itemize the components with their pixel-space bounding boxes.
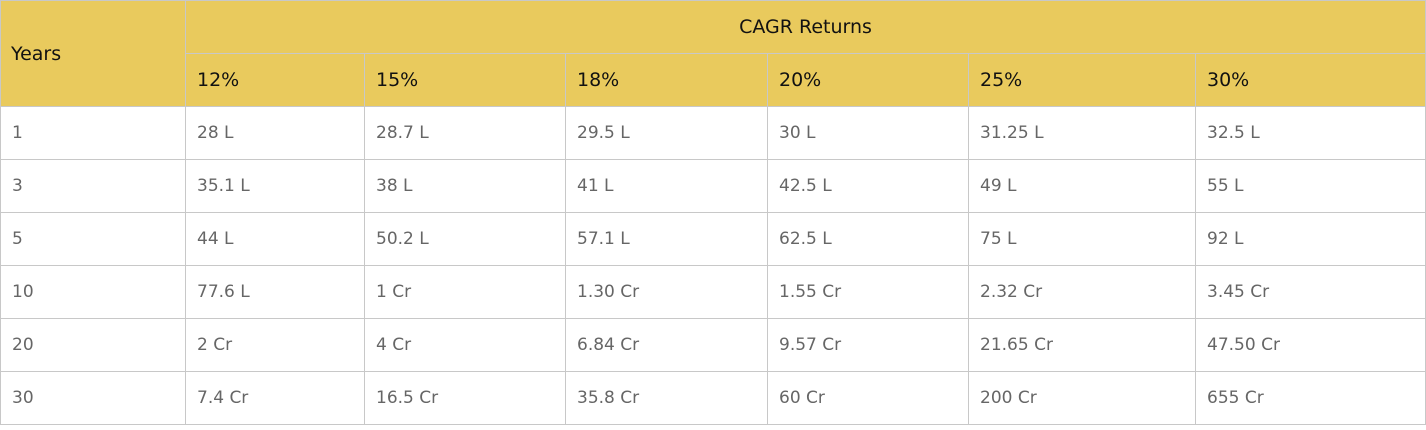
value-cell: 35.8 Cr	[565, 371, 768, 425]
year-cell: 10	[0, 265, 186, 319]
value-cell: 28.7 L	[364, 106, 566, 160]
year-cell: 1	[0, 106, 186, 160]
table-row: 5 44 L 50.2 L 57.1 L 62.5 L 75 L 92 L	[0, 212, 1426, 266]
rate-header: 20%	[767, 53, 969, 107]
rate-header: 30%	[1194, 53, 1426, 107]
value-cell: 55 L	[1194, 159, 1426, 213]
value-cell: 2.32 Cr	[968, 265, 1196, 319]
years-header: Years	[0, 0, 186, 107]
value-cell: 655 Cr	[1194, 371, 1426, 425]
value-cell: 77.6 L	[185, 265, 365, 319]
rate-header: 15%	[364, 53, 566, 107]
table-header: Years CAGR Returns 12% 15% 18% 20% 25% 3…	[0, 0, 1426, 107]
value-cell: 31.25 L	[968, 106, 1196, 160]
value-cell: 21.65 Cr	[968, 318, 1196, 372]
value-cell: 42.5 L	[767, 159, 969, 213]
table-row: 30 7.4 Cr 16.5 Cr 35.8 Cr 60 Cr 200 Cr 6…	[0, 371, 1426, 425]
value-cell: 16.5 Cr	[364, 371, 566, 425]
value-cell: 4 Cr	[364, 318, 566, 372]
table-body: 1 28 L 28.7 L 29.5 L 30 L 31.25 L 32.5 L…	[0, 106, 1426, 425]
value-cell: 47.50 Cr	[1194, 318, 1426, 372]
cagr-returns-header: CAGR Returns	[184, 0, 1426, 54]
value-cell: 32.5 L	[1194, 106, 1426, 160]
value-cell: 38 L	[364, 159, 566, 213]
value-cell: 50.2 L	[364, 212, 566, 266]
value-cell: 49 L	[968, 159, 1196, 213]
value-cell: 6.84 Cr	[565, 318, 768, 372]
value-cell: 60 Cr	[767, 371, 969, 425]
rate-header: 25%	[968, 53, 1196, 107]
year-cell: 30	[0, 371, 186, 425]
value-cell: 57.1 L	[565, 212, 768, 266]
value-cell: 92 L	[1194, 212, 1426, 266]
value-cell: 2 Cr	[185, 318, 365, 372]
table-row: 10 77.6 L 1 Cr 1.30 Cr 1.55 Cr 2.32 Cr 3…	[0, 265, 1426, 319]
value-cell: 35.1 L	[185, 159, 365, 213]
value-cell: 44 L	[185, 212, 365, 266]
year-cell: 20	[0, 318, 186, 372]
header-row-group: Years CAGR Returns	[0, 0, 1426, 107]
value-cell: 7.4 Cr	[185, 371, 365, 425]
rate-header: 12%	[185, 53, 365, 107]
value-cell: 1.30 Cr	[565, 265, 768, 319]
value-cell: 28 L	[185, 106, 365, 160]
value-cell: 30 L	[767, 106, 969, 160]
value-cell: 3.45 Cr	[1194, 265, 1426, 319]
year-cell: 3	[0, 159, 186, 213]
value-cell: 9.57 Cr	[767, 318, 969, 372]
year-cell: 5	[0, 212, 186, 266]
value-cell: 1.55 Cr	[767, 265, 969, 319]
table-row: 1 28 L 28.7 L 29.5 L 30 L 31.25 L 32.5 L	[0, 106, 1426, 160]
rate-header: 18%	[565, 53, 768, 107]
value-cell: 1 Cr	[364, 265, 566, 319]
value-cell: 41 L	[565, 159, 768, 213]
table-row: 3 35.1 L 38 L 41 L 42.5 L 49 L 55 L	[0, 159, 1426, 213]
value-cell: 29.5 L	[565, 106, 768, 160]
header-row-rates: 12% 15% 18% 20% 25% 30%	[1, 53, 1426, 107]
value-cell: 62.5 L	[767, 212, 969, 266]
table-row: 20 2 Cr 4 Cr 6.84 Cr 9.57 Cr 21.65 Cr 47…	[0, 318, 1426, 372]
value-cell: 75 L	[968, 212, 1196, 266]
value-cell: 200 Cr	[968, 371, 1196, 425]
